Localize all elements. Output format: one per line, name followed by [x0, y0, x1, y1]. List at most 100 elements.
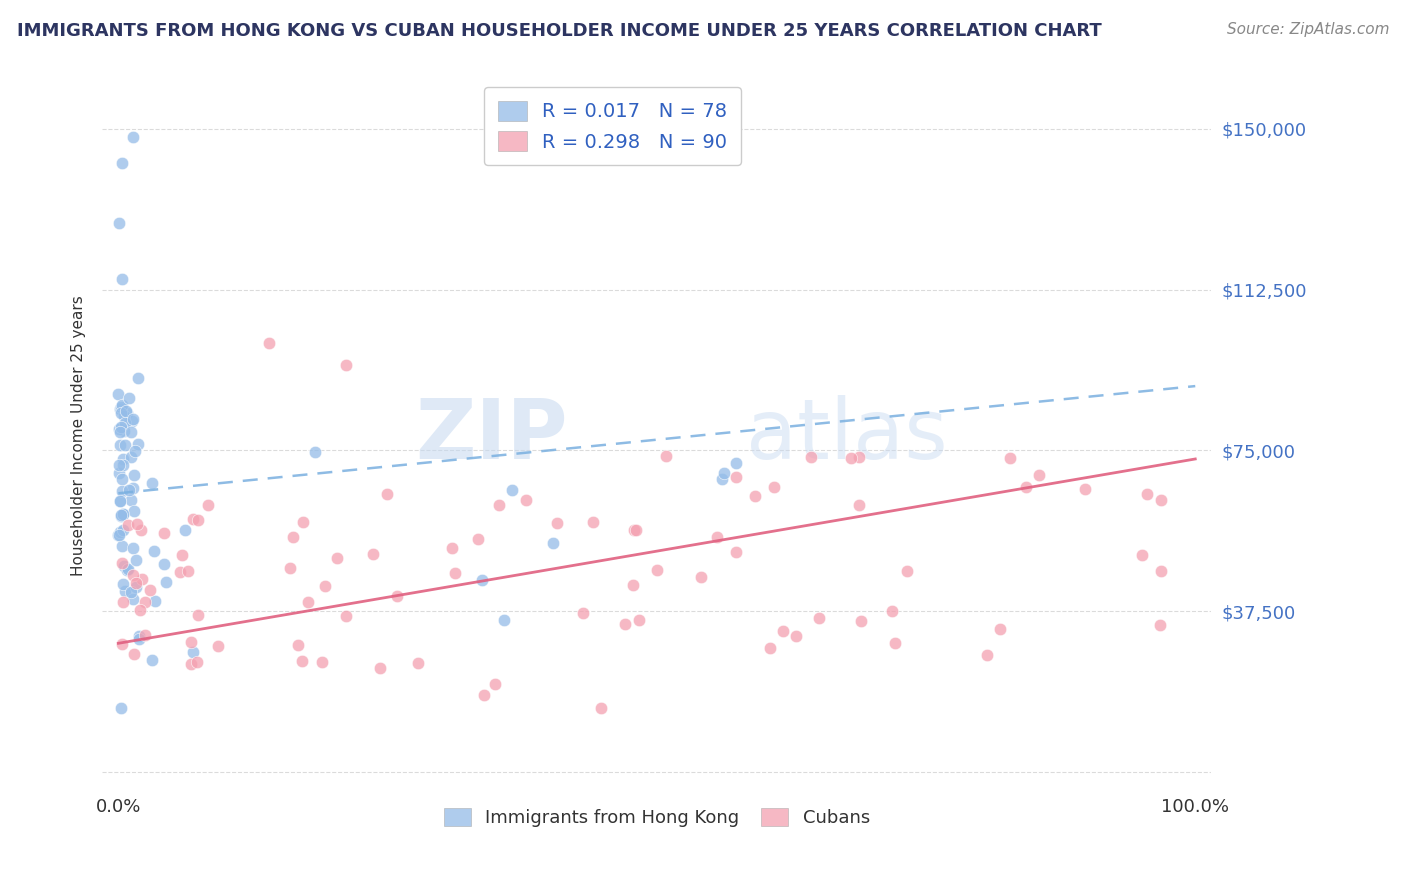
Point: [488, 498, 510, 512]
Point: [134, 627, 156, 641]
Point: [107, 216, 129, 230]
Point: [628, 613, 651, 627]
Point: [546, 516, 568, 530]
Point: [121, 414, 143, 428]
Point: [111, 508, 134, 522]
Point: [111, 458, 134, 472]
Point: [155, 575, 177, 590]
Point: [110, 700, 132, 714]
Point: [120, 585, 142, 599]
Point: [472, 688, 495, 702]
Point: [143, 594, 166, 608]
Point: [492, 613, 515, 627]
Point: [291, 654, 314, 668]
Point: [107, 387, 129, 401]
Point: [848, 450, 870, 464]
Point: [111, 272, 134, 286]
Point: [111, 398, 134, 412]
Point: [127, 436, 149, 450]
Point: [988, 622, 1011, 636]
Point: [110, 420, 132, 434]
Point: [772, 624, 794, 638]
Point: [368, 660, 391, 674]
Point: [799, 450, 821, 464]
Point: [292, 515, 315, 529]
Point: [467, 532, 489, 546]
Point: [706, 530, 728, 544]
Point: [690, 570, 713, 584]
Point: [515, 492, 537, 507]
Point: [153, 557, 176, 571]
Point: [335, 608, 357, 623]
Point: [177, 565, 200, 579]
Point: [153, 525, 176, 540]
Point: [110, 509, 132, 524]
Point: [124, 443, 146, 458]
Point: [725, 456, 748, 470]
Point: [112, 425, 135, 439]
Point: [1015, 480, 1038, 494]
Point: [181, 645, 204, 659]
Point: [108, 528, 131, 542]
Point: [122, 412, 145, 426]
Point: [122, 504, 145, 518]
Point: [976, 648, 998, 662]
Point: [1130, 548, 1153, 562]
Point: [623, 523, 645, 537]
Y-axis label: Householder Income Under 25 years: Householder Income Under 25 years: [72, 295, 86, 575]
Point: [1150, 492, 1173, 507]
Point: [121, 567, 143, 582]
Point: [713, 467, 735, 481]
Point: [108, 494, 131, 508]
Point: [758, 640, 780, 655]
Point: [112, 508, 135, 522]
Point: [111, 484, 134, 499]
Point: [311, 655, 333, 669]
Point: [785, 629, 807, 643]
Point: [710, 472, 733, 486]
Point: [111, 577, 134, 591]
Point: [180, 635, 202, 649]
Point: [287, 638, 309, 652]
Point: [107, 466, 129, 480]
Point: [725, 469, 748, 483]
Point: [278, 561, 301, 575]
Point: [725, 545, 748, 559]
Point: [112, 409, 135, 423]
Point: [174, 524, 197, 538]
Point: [645, 563, 668, 577]
Point: [121, 591, 143, 606]
Point: [112, 452, 135, 467]
Point: [440, 541, 463, 556]
Point: [125, 517, 148, 532]
Point: [122, 130, 145, 145]
Point: [363, 548, 385, 562]
Point: [406, 656, 429, 670]
Point: [110, 425, 132, 440]
Point: [121, 541, 143, 555]
Point: [896, 565, 918, 579]
Point: [848, 498, 870, 512]
Point: [470, 574, 492, 588]
Point: [142, 544, 165, 558]
Point: [543, 536, 565, 550]
Point: [624, 523, 647, 537]
Point: [111, 539, 134, 553]
Point: [114, 417, 136, 431]
Point: [134, 594, 156, 608]
Point: [107, 528, 129, 542]
Point: [884, 636, 907, 650]
Point: [124, 575, 146, 590]
Point: [572, 606, 595, 620]
Point: [117, 563, 139, 577]
Point: [654, 449, 676, 463]
Point: [582, 515, 605, 529]
Point: [186, 656, 208, 670]
Point: [375, 487, 398, 501]
Point: [808, 611, 831, 625]
Point: [1136, 487, 1159, 501]
Point: [127, 371, 149, 385]
Point: [501, 483, 523, 497]
Point: [181, 512, 204, 526]
Legend: Immigrants from Hong Kong, Cubans: Immigrants from Hong Kong, Cubans: [436, 801, 877, 834]
